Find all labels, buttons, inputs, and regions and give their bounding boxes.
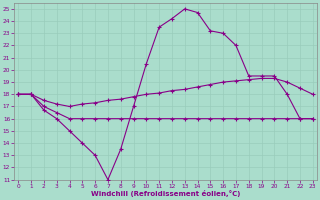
X-axis label: Windchill (Refroidissement éolien,°C): Windchill (Refroidissement éolien,°C): [91, 190, 240, 197]
